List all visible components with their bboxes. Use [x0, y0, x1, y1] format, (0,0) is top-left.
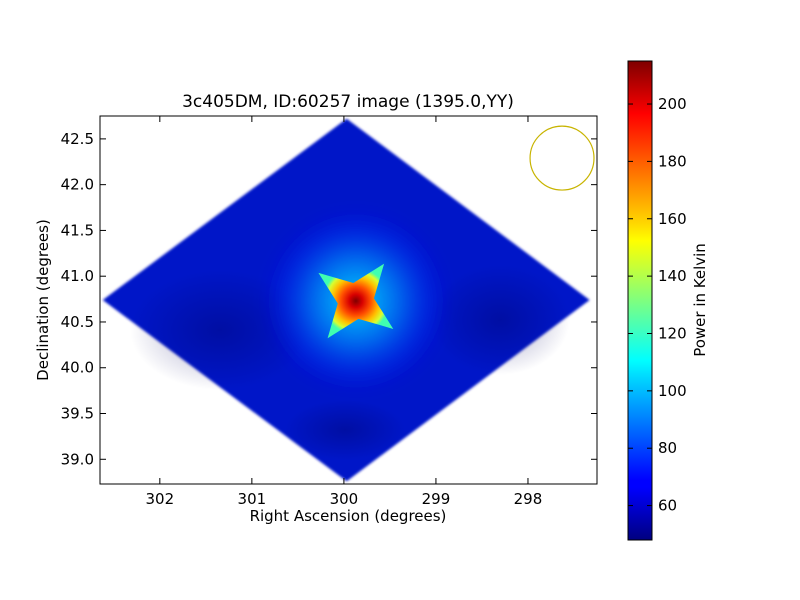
- x-axis-label: Right Ascension (degrees): [250, 507, 447, 525]
- colorbar: 60 80 100 120 140 160 180 200 Power in Kelvin: [627, 60, 709, 541]
- y-tick-label: 40.5: [61, 313, 94, 331]
- colorbar-tick-label: 60: [658, 497, 677, 515]
- y-tick-label: 41.5: [61, 221, 94, 239]
- colorbar-frame: [627, 60, 653, 541]
- plot-frame: [99, 115, 598, 485]
- y-tick-labels: 39.0 39.5 40.0 40.5 41.0 41.5 42.0 42.5: [61, 130, 94, 468]
- image-layer: [102, 118, 590, 482]
- colorbar-tick-label: 160: [658, 210, 687, 228]
- y-tick-label: 41.0: [61, 267, 94, 285]
- chart-title: 3c405DM, ID:60257 image (1395.0,YY): [182, 92, 514, 112]
- y-tick-label: 39.5: [61, 405, 94, 423]
- source-core: [318, 263, 394, 339]
- y-tick-label: 42.5: [61, 130, 94, 148]
- colorbar-ticks: [628, 103, 652, 507]
- colorbar-label: Power in Kelvin: [691, 243, 709, 357]
- axis-ticks: [100, 116, 597, 484]
- beam-circle: [529, 125, 595, 191]
- x-tick-label: 299: [422, 490, 451, 508]
- colorbar-tick-label: 120: [658, 324, 687, 342]
- colorbar-tick-label: 100: [658, 382, 687, 400]
- colorbar-tick-label: 180: [658, 152, 687, 170]
- source-core-shape: [318, 263, 394, 339]
- x-tick-label: 301: [238, 490, 267, 508]
- colorbar-tick-label: 200: [658, 95, 687, 113]
- y-tick-label: 40.0: [61, 359, 94, 377]
- colorbar-tick-label: 80: [658, 439, 677, 457]
- y-axis-label: Declination (degrees): [34, 219, 52, 381]
- x-tick-label: 300: [330, 490, 359, 508]
- colorbar-tick-label: 140: [658, 267, 687, 285]
- x-tick-labels: 302 301 300 299 298: [146, 490, 543, 508]
- colorbar-tick-labels: 60 80 100 120 140 160 180 200: [658, 95, 687, 515]
- colorbar-gradient: [628, 61, 652, 540]
- footprint-shading-south: [285, 400, 405, 460]
- footprint-shading-east: [430, 265, 570, 375]
- x-tick-label: 302: [146, 490, 175, 508]
- y-tick-label: 42.0: [61, 176, 94, 194]
- x-tick-label: 298: [514, 490, 543, 508]
- y-tick-label: 39.0: [61, 450, 94, 468]
